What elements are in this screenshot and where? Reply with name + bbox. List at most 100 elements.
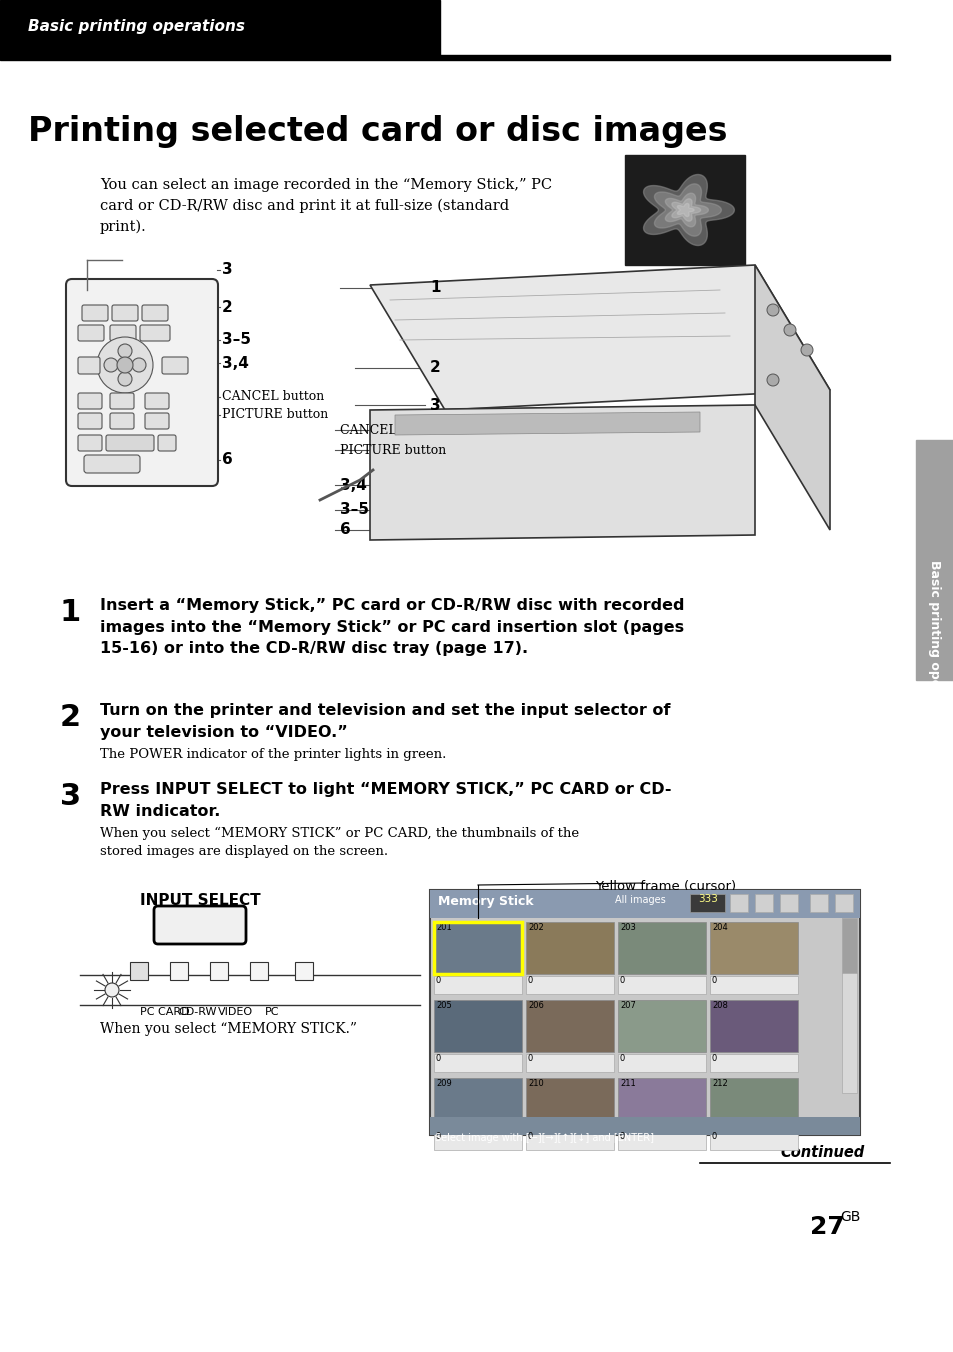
FancyBboxPatch shape: [162, 357, 188, 375]
Bar: [689, 894, 724, 913]
Bar: [434, 922, 521, 973]
Text: 0: 0: [619, 1132, 624, 1141]
Text: Press INPUT SELECT to light “MEMORY STICK,” PC CARD or CD-
RW indicator.: Press INPUT SELECT to light “MEMORY STIC…: [100, 781, 671, 818]
Bar: [210, 963, 228, 980]
Text: 0: 0: [436, 1055, 441, 1063]
Text: 0: 0: [711, 1055, 717, 1063]
Text: 201: 201: [436, 923, 452, 932]
Text: PC CARD: PC CARD: [140, 1007, 190, 1017]
Polygon shape: [671, 199, 700, 222]
Text: 0: 0: [619, 1055, 624, 1063]
Polygon shape: [395, 412, 700, 435]
Bar: [709, 1055, 797, 1072]
Bar: [618, 976, 705, 994]
Text: Select image with [←][→][↑][↓] and [ENTER]: Select image with [←][→][↑][↓] and [ENTE…: [435, 1133, 654, 1142]
Text: 6: 6: [339, 522, 351, 538]
Text: 211: 211: [619, 1079, 635, 1088]
Bar: [525, 1055, 614, 1072]
Text: Memory Stick: Memory Stick: [437, 895, 533, 909]
Bar: [0, 55, 889, 59]
Text: When you select “MEMORY STICK” or PC CARD, the thumbnails of the
stored images a: When you select “MEMORY STICK” or PC CAR…: [100, 827, 578, 857]
Text: 202: 202: [527, 923, 543, 932]
Text: 27: 27: [809, 1215, 843, 1238]
Text: INPUT SELECT: INPUT SELECT: [139, 894, 260, 909]
Text: 209: 209: [436, 1079, 452, 1088]
FancyBboxPatch shape: [84, 456, 140, 473]
Bar: [294, 963, 313, 980]
Text: 3–5: 3–5: [222, 333, 251, 347]
Circle shape: [132, 358, 146, 372]
Text: CANCEL button: CANCEL button: [222, 391, 324, 403]
Text: Borderless
standard print: Borderless standard print: [626, 285, 715, 314]
Bar: [729, 894, 747, 913]
Text: Continued: Continued: [780, 1145, 863, 1160]
Text: 3,4: 3,4: [222, 356, 249, 370]
Text: 1: 1: [430, 280, 440, 296]
Bar: [834, 894, 852, 913]
Text: 1: 1: [60, 598, 81, 627]
Text: Turn on the printer and television and set the input selector of
your television: Turn on the printer and television and s…: [100, 703, 670, 740]
Circle shape: [783, 324, 795, 337]
Bar: [0, 0, 439, 55]
Text: 207: 207: [619, 1000, 636, 1010]
Text: 206: 206: [527, 1000, 543, 1010]
Bar: [430, 890, 859, 1134]
Text: 0: 0: [711, 1132, 717, 1141]
Text: VIDEO: VIDEO: [218, 1007, 253, 1017]
Circle shape: [118, 343, 132, 358]
Bar: [780, 894, 797, 913]
Bar: [525, 1078, 614, 1130]
Bar: [525, 976, 614, 994]
Text: 3,4: 3,4: [339, 477, 367, 492]
Bar: [434, 922, 521, 973]
Text: PICTURE button: PICTURE button: [222, 408, 328, 422]
FancyBboxPatch shape: [112, 306, 138, 320]
FancyBboxPatch shape: [78, 393, 102, 410]
Circle shape: [801, 343, 812, 356]
Text: Basic printing operations: Basic printing operations: [927, 560, 941, 737]
Text: 2: 2: [60, 703, 81, 731]
Text: GB: GB: [840, 1210, 860, 1224]
Text: 0: 0: [527, 1132, 533, 1141]
Text: 208: 208: [711, 1000, 727, 1010]
Text: 0: 0: [436, 1132, 441, 1141]
Text: PICTURE button: PICTURE button: [339, 443, 446, 457]
FancyBboxPatch shape: [78, 412, 102, 429]
Bar: [130, 963, 148, 980]
FancyBboxPatch shape: [140, 324, 170, 341]
Circle shape: [766, 304, 779, 316]
FancyBboxPatch shape: [78, 435, 102, 452]
Text: Yellow frame (cursor): Yellow frame (cursor): [595, 880, 736, 894]
Circle shape: [766, 375, 779, 387]
Bar: [170, 963, 188, 980]
Text: 204: 204: [711, 923, 727, 932]
Text: Printing selected card or disc images: Printing selected card or disc images: [28, 115, 727, 147]
Polygon shape: [654, 184, 720, 237]
Bar: [618, 1000, 705, 1052]
Text: 2: 2: [222, 300, 233, 315]
Text: 203: 203: [619, 923, 636, 932]
Circle shape: [97, 337, 152, 393]
Bar: [618, 1132, 705, 1151]
Bar: [754, 894, 772, 913]
Text: 3: 3: [60, 781, 81, 811]
Text: 212: 212: [711, 1079, 727, 1088]
Bar: [709, 922, 797, 973]
FancyBboxPatch shape: [153, 906, 246, 944]
Polygon shape: [664, 193, 708, 227]
Text: 6: 6: [222, 453, 233, 468]
Bar: [430, 890, 859, 918]
Text: 2: 2: [430, 361, 440, 376]
FancyBboxPatch shape: [110, 412, 133, 429]
Text: You can select an image recorded in the “Memory Stick,” PC
card or CD-R/RW disc : You can select an image recorded in the …: [100, 178, 552, 234]
Text: All images: All images: [615, 895, 665, 904]
Text: 0: 0: [527, 976, 533, 986]
Bar: [618, 1055, 705, 1072]
Bar: [618, 1078, 705, 1130]
Bar: [709, 1078, 797, 1130]
Text: The POWER indicator of the printer lights in green.: The POWER indicator of the printer light…: [100, 748, 446, 761]
Text: 0: 0: [711, 976, 717, 986]
Bar: [841, 918, 856, 1092]
Bar: [709, 976, 797, 994]
Bar: [624, 155, 744, 265]
